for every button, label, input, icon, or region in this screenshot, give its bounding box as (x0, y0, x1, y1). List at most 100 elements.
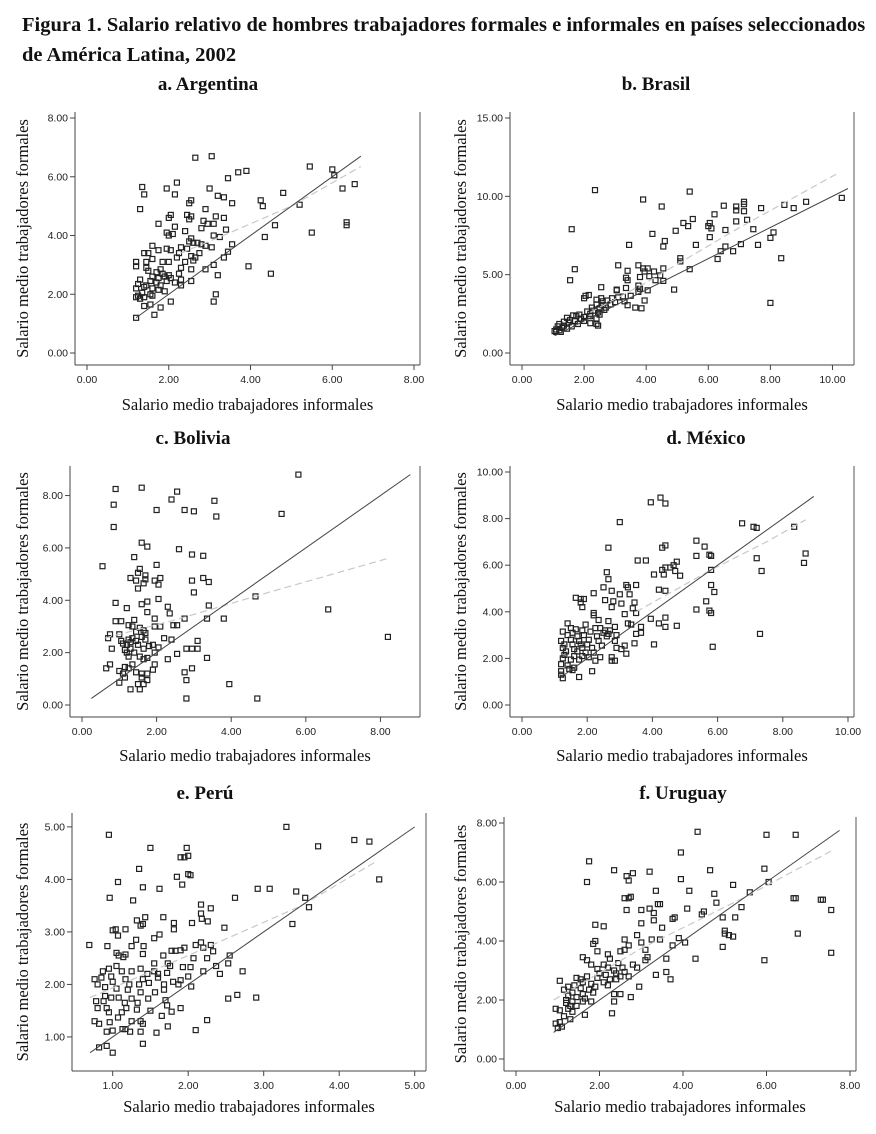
data-point (149, 641, 156, 648)
data-point (175, 981, 182, 988)
data-point (295, 471, 302, 478)
data-point (577, 985, 584, 992)
panel-title: c. Bolivia (156, 428, 231, 449)
data-point (235, 169, 242, 176)
data-point (652, 971, 659, 978)
data-point (611, 991, 618, 998)
data-point (598, 284, 605, 291)
data-point (101, 984, 109, 991)
data-point (605, 618, 612, 625)
x-axis-label: Salario medio trabajadores informales (554, 1097, 806, 1116)
data-point (144, 598, 151, 605)
data-point (220, 214, 227, 221)
data-point (266, 885, 273, 892)
data-point (711, 211, 718, 218)
data-point (763, 831, 770, 838)
x-tick-label: 2.00 (574, 374, 595, 386)
data-point (179, 964, 186, 971)
data-point (632, 304, 639, 311)
data-point (113, 962, 120, 970)
data-point (156, 931, 163, 938)
data-point (641, 268, 648, 275)
y-tick-label: 4.00 (483, 606, 504, 618)
data-point (603, 633, 610, 640)
data-point (92, 998, 100, 1005)
data-point (600, 584, 607, 591)
data-point (660, 265, 667, 272)
data-point (125, 653, 132, 660)
data-point (134, 585, 142, 592)
data-point (646, 273, 653, 280)
data-point (225, 995, 232, 1002)
data-point (169, 230, 176, 238)
data-point (673, 622, 680, 629)
data-point (595, 637, 602, 644)
data-point (222, 226, 230, 233)
y-tick-label: 2.00 (45, 979, 66, 991)
scatter-plot-mexico: d. México 0.00 2.00 4.00 6.00 8.00 10.00 0.00 2.… (451, 428, 861, 765)
data-point (572, 626, 579, 633)
data-point (197, 939, 205, 946)
data-point (271, 222, 279, 229)
data-point (139, 884, 146, 891)
data-point (145, 250, 152, 257)
data-point (192, 941, 199, 949)
data-point (629, 605, 636, 612)
data-point (143, 258, 150, 265)
data-point (106, 661, 114, 668)
y-tick-label: 5.00 (45, 821, 66, 833)
data-point (624, 584, 631, 591)
data-point (803, 198, 810, 205)
panel-argentina: a. Argentina 0.00 2.00 4.00 6.00 8.00 0.00 2.00… (0, 70, 438, 425)
data-point (656, 900, 664, 908)
data-point (164, 603, 171, 610)
data-point (384, 633, 391, 640)
data-point (206, 185, 213, 192)
data-point (579, 644, 586, 651)
data-point (133, 263, 140, 270)
data-point (134, 681, 142, 688)
x-axis-label: Salario medio trabajadores informales (122, 395, 374, 414)
data-point (121, 999, 128, 1006)
data-point (561, 641, 568, 648)
data-point (660, 277, 667, 284)
data-point (212, 213, 219, 220)
data-point (136, 565, 143, 572)
data-point (160, 981, 168, 988)
data-point (730, 881, 737, 889)
data-point (594, 948, 601, 955)
y-tick-label: 2.00 (43, 647, 64, 659)
data-point (110, 501, 117, 508)
data-point (366, 838, 373, 845)
data-point (283, 823, 290, 831)
data-point (633, 630, 640, 637)
data-point (220, 194, 227, 201)
data-point (188, 551, 196, 558)
data-point (122, 976, 129, 983)
data-point (792, 895, 799, 902)
data-point (160, 952, 167, 959)
data-point (587, 320, 594, 327)
data-point (621, 298, 628, 305)
y-tick-label: 6.00 (48, 171, 69, 183)
data-point (168, 947, 175, 954)
data-point (142, 572, 149, 579)
data-point (261, 233, 268, 241)
data-point (139, 976, 146, 983)
data-point (585, 654, 592, 661)
x-tick-label: 0.00 (77, 374, 98, 386)
data-point (163, 277, 170, 285)
x-tick-label: 2.00 (577, 726, 598, 738)
data-point (686, 188, 693, 195)
data-point (573, 1002, 580, 1009)
data-point (574, 320, 581, 328)
data-point (738, 903, 745, 911)
data-point (167, 962, 174, 970)
data-point (376, 876, 383, 883)
panel-brasil: b. Brasil 0.00 5.00 10.00 15.00 0.00 2.00 4.00 6… (438, 70, 876, 425)
data-point (208, 244, 215, 251)
data-point (214, 272, 221, 279)
data-point (149, 255, 156, 263)
data-point (753, 555, 760, 562)
data-point (701, 543, 708, 550)
